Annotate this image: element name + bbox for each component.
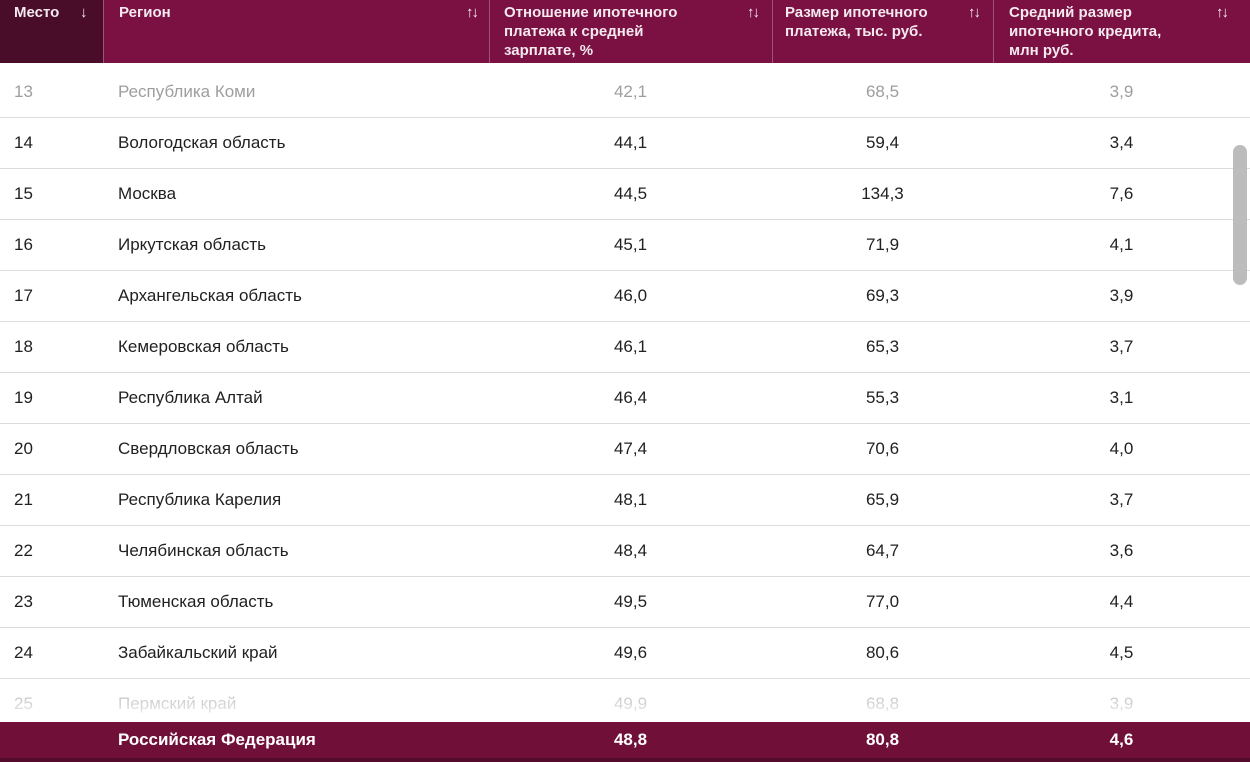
payment-to-salary-cell: 44,5 bbox=[613, 184, 648, 203]
region-cell: Архангельская область bbox=[118, 286, 302, 305]
summary-payment-size-cell: 80,8 bbox=[865, 730, 900, 749]
rank-cell: 13 bbox=[14, 82, 33, 101]
table-row: 13 Республика Коми 42,1 68,5 3,9 bbox=[0, 67, 1250, 118]
payment-to-salary-cell: 46,4 bbox=[613, 388, 648, 407]
payment-to-salary-cell: 45,1 bbox=[613, 235, 648, 254]
payment-to-salary-cell: 46,0 bbox=[613, 286, 648, 305]
sort-both-icon: ↑↓ bbox=[466, 4, 479, 21]
summary-payment-to-salary-cell: 48,8 bbox=[613, 730, 648, 749]
region-cell: Тюменская область bbox=[118, 592, 274, 611]
table-row: 18 Кемеровская область 46,1 65,3 3,7 bbox=[0, 322, 1250, 373]
region-cell: Москва bbox=[118, 184, 177, 203]
loan-size-cell: 3,7 bbox=[1109, 490, 1134, 509]
loan-size-cell: 3,4 bbox=[1109, 133, 1134, 152]
column-header-loan-size[interactable]: Средний размер ипотечного кредита, млн р… bbox=[993, 0, 1250, 63]
payment-size-cell: 55,3 bbox=[865, 388, 900, 407]
loan-size-cell: 3,7 bbox=[1109, 337, 1134, 356]
payment-to-salary-cell: 46,1 bbox=[613, 337, 648, 356]
table-body[interactable]: 13 Республика Коми 42,1 68,5 3,9 14 Воло… bbox=[0, 67, 1250, 730]
column-header-payment-to-salary-label: Отношение ипотечного платежа к средней з… bbox=[504, 4, 678, 59]
payment-to-salary-cell: 44,1 bbox=[613, 133, 648, 152]
region-cell: Челябинская область bbox=[118, 541, 289, 560]
payment-to-salary-cell: 49,5 bbox=[613, 592, 648, 611]
summary-row: Российская Федерация 48,8 80,8 4,6 bbox=[0, 722, 1250, 762]
loan-size-cell: 3,9 bbox=[1109, 286, 1134, 305]
payment-to-salary-cell: 49,6 bbox=[613, 643, 648, 662]
summary-loan-size-cell: 4,6 bbox=[1109, 730, 1134, 749]
payment-size-cell: 71,9 bbox=[865, 235, 900, 254]
table-row: 16 Иркутская область 45,1 71,9 4,1 bbox=[0, 220, 1250, 271]
rank-cell: 20 bbox=[14, 439, 33, 458]
column-header-payment-size[interactable]: Размер ипотечного платежа, тыс. руб. ↑↓ bbox=[772, 0, 993, 63]
rank-cell: 15 bbox=[14, 184, 33, 203]
region-cell: Республика Карелия bbox=[118, 490, 282, 509]
column-header-payment-to-salary[interactable]: Отношение ипотечного платежа к средней з… bbox=[489, 0, 772, 63]
payment-size-cell: 65,3 bbox=[865, 337, 900, 356]
region-cell: Забайкальский край bbox=[118, 643, 278, 662]
payment-size-cell: 70,6 bbox=[865, 439, 900, 458]
rank-cell: 24 bbox=[14, 643, 33, 662]
column-header-region-label: Регион bbox=[119, 4, 171, 21]
table-row: 21 Республика Карелия 48,1 65,9 3,7 bbox=[0, 475, 1250, 526]
payment-size-cell: 64,7 bbox=[865, 541, 900, 560]
table-row: 17 Архангельская область 46,0 69,3 3,9 bbox=[0, 271, 1250, 322]
loan-size-cell: 4,5 bbox=[1109, 643, 1134, 662]
table-header: Место ↓ Регион ↑↓ Отношение ипотечного п… bbox=[0, 0, 1250, 63]
sort-both-icon: ↑↓ bbox=[747, 4, 760, 21]
region-cell: Иркутская область bbox=[118, 235, 267, 254]
table-row: 19 Республика Алтай 46,4 55,3 3,1 bbox=[0, 373, 1250, 424]
column-header-rank-label: Место bbox=[14, 4, 60, 21]
rank-cell: 21 bbox=[14, 490, 33, 509]
payment-to-salary-cell: 42,1 bbox=[613, 82, 648, 101]
column-header-region[interactable]: Регион ↑↓ bbox=[103, 0, 489, 63]
loan-size-cell: 3,6 bbox=[1109, 541, 1134, 560]
region-cell: Кемеровская область bbox=[118, 337, 289, 356]
rank-cell: 23 bbox=[14, 592, 33, 611]
table-row: 20 Свердловская область 47,4 70,6 4,0 bbox=[0, 424, 1250, 475]
payment-size-cell: 80,6 bbox=[865, 643, 900, 662]
loan-size-cell: 4,4 bbox=[1109, 592, 1134, 611]
rank-cell: 19 bbox=[14, 388, 33, 407]
payment-to-salary-cell: 47,4 bbox=[613, 439, 648, 458]
table-row: 23 Тюменская область 49,5 77,0 4,4 bbox=[0, 577, 1250, 628]
rank-cell: 16 bbox=[14, 235, 33, 254]
column-header-payment-size-label: Размер ипотечного платежа, тыс. руб. bbox=[785, 4, 928, 40]
rank-cell: 18 bbox=[14, 337, 33, 356]
payment-size-cell: 69,3 bbox=[865, 286, 900, 305]
region-cell: Свердловская область bbox=[118, 439, 299, 458]
sort-descending-icon: ↓ bbox=[80, 4, 87, 21]
payment-size-cell: 68,5 bbox=[865, 82, 900, 101]
loan-size-cell: 4,0 bbox=[1109, 439, 1134, 458]
sort-both-icon: ↑↓ bbox=[1216, 4, 1229, 21]
rank-cell: 17 bbox=[14, 286, 33, 305]
region-cell: Республика Коми bbox=[118, 82, 256, 101]
payment-size-cell: 134,3 bbox=[861, 184, 904, 203]
loan-size-cell: 3,9 bbox=[1109, 82, 1134, 101]
table-row: 22 Челябинская область 48,4 64,7 3,6 bbox=[0, 526, 1250, 577]
rank-cell: 22 bbox=[14, 541, 33, 560]
payment-to-salary-cell: 48,1 bbox=[613, 490, 648, 509]
table-row: 24 Забайкальский край 49,6 80,6 4,5 bbox=[0, 628, 1250, 679]
sort-both-icon: ↑↓ bbox=[968, 4, 981, 21]
vertical-scrollbar-thumb[interactable] bbox=[1233, 145, 1247, 285]
column-header-rank[interactable]: Место ↓ bbox=[0, 0, 103, 63]
loan-size-cell: 4,1 bbox=[1109, 235, 1134, 254]
table-row: 14 Вологодская область 44,1 59,4 3,4 bbox=[0, 118, 1250, 169]
region-cell: Республика Алтай bbox=[118, 388, 263, 407]
loan-size-cell: 7,6 bbox=[1109, 184, 1134, 203]
rank-cell: 14 bbox=[14, 133, 33, 152]
payment-size-cell: 77,0 bbox=[865, 592, 900, 611]
payment-size-cell: 65,9 bbox=[865, 490, 900, 509]
table-row: 15 Москва 44,5 134,3 7,6 bbox=[0, 169, 1250, 220]
loan-size-cell: 3,1 bbox=[1109, 388, 1134, 407]
payment-to-salary-cell: 48,4 bbox=[613, 541, 648, 560]
column-header-loan-size-label: Средний размер ипотечного кредита, млн р… bbox=[1009, 4, 1162, 59]
summary-region-cell: Российская Федерация bbox=[118, 730, 316, 749]
region-cell: Вологодская область bbox=[118, 133, 286, 152]
payment-size-cell: 59,4 bbox=[865, 133, 900, 152]
